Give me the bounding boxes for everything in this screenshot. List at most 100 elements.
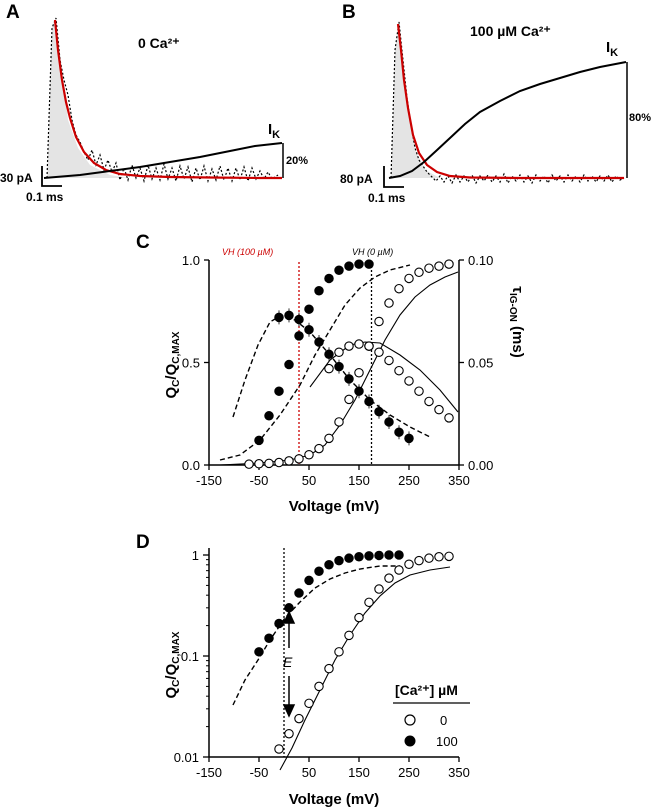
d-xtick-label: 50 <box>302 765 316 780</box>
c-y2tick-label: 0.10 <box>468 253 493 268</box>
panel-d-legend: [Ca²⁺] µM 0 100 <box>393 682 470 749</box>
c-point-q-0-ca <box>244 459 254 469</box>
panel-d-ylabel: QC/QC,MAX <box>163 631 182 698</box>
panel-a-title: 0 Ca²⁺ <box>138 35 180 51</box>
d-point-0 <box>324 663 334 674</box>
panel-c-y2-ticks: 0.00 0.05 0.10 <box>459 253 493 473</box>
panel-d-y-ticks: 0.01 0.1 1 <box>174 548 209 765</box>
d-xtick-label: -150 <box>196 765 222 780</box>
legend-marker-filled <box>404 735 416 747</box>
c-point-q-100-ca <box>284 359 294 370</box>
c-xtick-label: 250 <box>398 473 420 488</box>
d-point-100 <box>384 550 394 560</box>
c-point-q-0-ca <box>384 298 394 308</box>
panel-b-ik-label: IK <box>606 39 618 59</box>
d-xtick-label: 350 <box>448 765 470 780</box>
panel-b-scale-y: 80 pA <box>340 172 373 186</box>
d-point-100 <box>364 551 374 561</box>
d-point-0 <box>384 573 394 583</box>
panel-c-fit-q100 <box>219 264 411 461</box>
c-point-q-0-ca <box>344 394 354 405</box>
legend-label-100: 100 <box>436 734 458 749</box>
panel-c-vh-black-label: VH (0 µM) <box>352 247 393 257</box>
d-point-0 <box>284 728 294 739</box>
c-point-q-100-ca <box>324 273 334 284</box>
d-point-0 <box>294 713 304 724</box>
d-point-100 <box>394 550 404 560</box>
c-point-q-0-ca <box>354 367 364 378</box>
d-point-100 <box>334 555 344 566</box>
d-point-0 <box>444 551 454 562</box>
legend-label-0: 0 <box>440 713 447 728</box>
d-point-0 <box>354 612 364 623</box>
panel-a-pct: 20% <box>286 155 308 167</box>
c-point-tau-0-ca <box>444 413 454 423</box>
c-point-q-0-ca <box>254 459 264 469</box>
panel-d-fit-100 <box>232 565 400 706</box>
c-point-tau-0-ca <box>374 347 384 357</box>
d-point-100 <box>274 618 284 629</box>
c-point-q-100-ca <box>364 259 374 269</box>
c-point-q-0-ca <box>284 456 294 466</box>
panel-b-exp-fit <box>396 23 624 180</box>
c-point-q-0-ca <box>434 261 444 271</box>
panel-c-fit-tau100 <box>232 315 431 438</box>
c-point-tau-100-ca <box>314 337 324 347</box>
d-point-100 <box>344 553 354 563</box>
c-point-tau-100-ca <box>404 433 414 444</box>
c-y2tick-label: 0.05 <box>468 356 493 371</box>
c-point-tau-0-ca <box>434 404 444 415</box>
d-ytick-label: 0.01 <box>174 750 199 765</box>
c-point-q-100-ca <box>314 285 324 296</box>
panel-d-axes <box>208 548 459 758</box>
c-y2tick-label: 0.00 <box>468 458 493 473</box>
c-point-q-100-ca <box>344 261 354 271</box>
panel-b-shaded-area <box>391 22 440 178</box>
panel-d-letter: D <box>136 532 150 553</box>
d-point-100 <box>314 566 324 577</box>
c-point-q-0-ca <box>374 316 384 327</box>
panel-a-scale-y: 30 pA <box>0 171 33 185</box>
d-point-100 <box>324 560 334 570</box>
legend-title: [Ca²⁺] µM <box>395 682 458 698</box>
d-point-0 <box>404 559 414 569</box>
c-point-tau-100-ca <box>294 314 304 325</box>
panel-a-shaded-area <box>47 18 128 178</box>
d-point-0 <box>374 584 384 594</box>
c-point-tau-100-ca <box>354 386 364 396</box>
c-point-tau-0-ca <box>394 365 404 376</box>
c-point-tau-100-ca <box>364 396 374 407</box>
panel-b-ig-trace <box>390 21 625 185</box>
panel-d-arrow-label: E <box>283 654 293 670</box>
c-point-tau-0-ca <box>354 339 364 349</box>
d-point-0 <box>414 555 424 566</box>
panel-d-data-points <box>254 550 454 754</box>
c-point-q-0-ca <box>444 259 454 269</box>
c-xtick-label: 50 <box>302 473 316 488</box>
d-xtick-label: -50 <box>250 765 269 780</box>
panel-b: B 100 µM Ca²⁺ IK 80% 80 pA 0.1 ms <box>340 2 651 205</box>
panel-c: C -150 -50 50 150 250 350 0.00.51.0 0.000.050… <box>136 232 526 515</box>
c-point-tau-100-ca <box>394 427 404 437</box>
panel-d: D -150 -50 50 150 250 350 0.01 0.1 1 E QC/QC,MA… <box>136 532 470 808</box>
c-point-tau-0-ca <box>364 341 374 351</box>
panel-a-scale-bar <box>41 166 62 187</box>
d-point-100 <box>374 550 384 561</box>
panel-c-xlabel: Voltage (mV) <box>289 498 380 515</box>
panel-a-ig-trace <box>46 17 279 185</box>
c-point-q-0-ca <box>264 458 274 469</box>
c-point-q-100-ca <box>354 259 364 269</box>
c-point-tau-100-ca <box>284 310 294 321</box>
c-point-tau-100-ca <box>384 417 394 427</box>
panel-c-data-points <box>244 259 454 469</box>
d-ytick-label: 0.1 <box>181 649 199 664</box>
d-point-100 <box>264 633 274 643</box>
c-xtick-label: -50 <box>250 473 269 488</box>
c-point-q-100-ca <box>294 331 304 341</box>
panel-c-vh-red-label: VH (100 µM) <box>222 247 273 257</box>
panel-b-title: 100 µM Ca²⁺ <box>470 23 551 39</box>
d-xtick-label: 250 <box>398 765 420 780</box>
panel-b-pct: 80% <box>629 112 651 124</box>
d-point-100 <box>254 647 264 657</box>
